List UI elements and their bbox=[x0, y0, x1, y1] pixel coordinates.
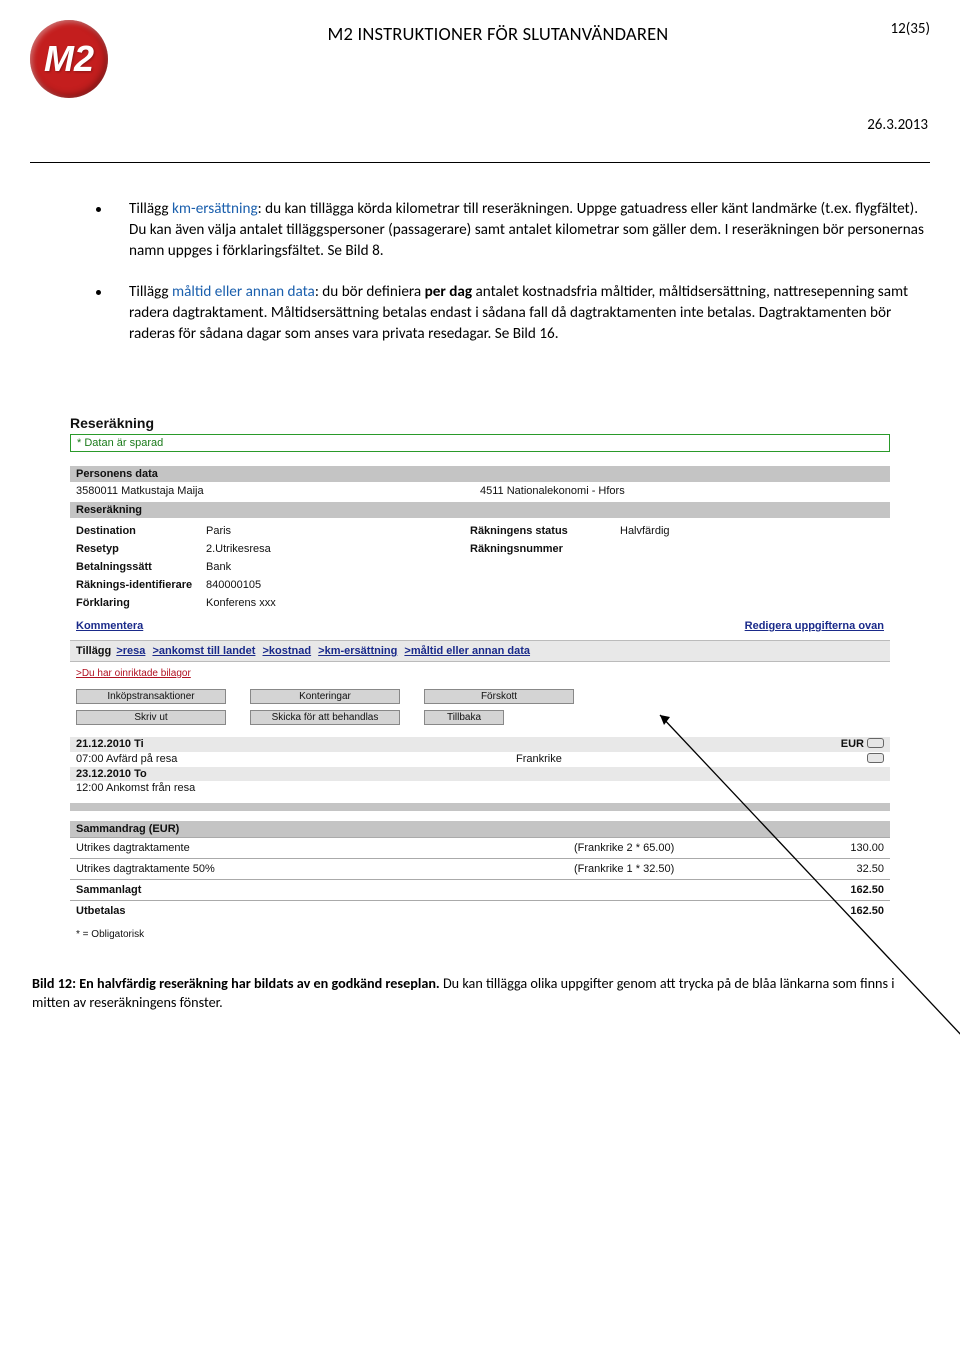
rakningsid-value: 840000105 bbox=[206, 579, 470, 591]
bullet-item: Tillägg km-ersättning: du kan tillägga k… bbox=[96, 199, 924, 262]
button-row-1: Inköpstransaktioner Konteringar Förskott bbox=[70, 687, 890, 706]
summary-label: Utrikes dagtraktamente 50% bbox=[76, 863, 574, 875]
summary-value: 162.50 bbox=[774, 884, 884, 896]
person-id: 3580011 Matkustaja Maija bbox=[76, 485, 480, 497]
tillbaka-button[interactable]: Tillbaka bbox=[424, 710, 504, 725]
summary-calc: (Frankrike 2 * 65.00) bbox=[574, 842, 774, 854]
rakningsnummer-value bbox=[620, 543, 884, 555]
rakningsnummer-label: Räkningsnummer bbox=[470, 543, 620, 555]
tillagg-kostnad-link[interactable]: >kostnad bbox=[263, 645, 312, 657]
text-fragment: : du bör definiera bbox=[315, 283, 425, 301]
bullet-dot-icon bbox=[96, 290, 101, 295]
persons-header: Personens data bbox=[70, 466, 890, 482]
tillagg-resa-link[interactable]: >resa bbox=[116, 645, 145, 657]
destination-label: Destination bbox=[76, 525, 206, 537]
skriv-ut-button[interactable]: Skriv ut bbox=[76, 710, 226, 725]
betalningssatt-value: Bank bbox=[206, 561, 470, 573]
logo-text: M2 bbox=[44, 38, 94, 80]
text-fragment: Tillägg bbox=[129, 283, 172, 301]
resetyp-label: Resetyp bbox=[76, 543, 206, 555]
tillagg-row: Tillägg >resa >ankomst till landet >kost… bbox=[70, 640, 890, 662]
details-table: Destination Paris Räkningens status Halv… bbox=[70, 518, 890, 616]
page-number: 12(35) bbox=[870, 20, 930, 38]
saved-banner: * Datan är sparad bbox=[70, 434, 890, 452]
bullet-item: Tillägg måltid eller annan data: du bör … bbox=[96, 282, 924, 345]
text-fragment: Tillägg bbox=[129, 200, 172, 218]
header-divider bbox=[30, 162, 930, 163]
rakningsid-label: Räknings-identifierare bbox=[76, 579, 206, 591]
caption-bold: Bild 12: En halvfärdig reseräkning har b… bbox=[32, 974, 440, 992]
status-value: Halvfärdig bbox=[620, 525, 884, 537]
m2-logo: M2 bbox=[30, 20, 108, 98]
resetyp-value: 2.Utrikesresa bbox=[206, 543, 470, 555]
bold-text: per dag bbox=[425, 283, 472, 301]
tillagg-label: Tillägg bbox=[76, 645, 111, 657]
event-date: 23.12.2010 To bbox=[76, 768, 516, 780]
summary-row: Utrikes dagtraktamente(Frankrike 2 * 65.… bbox=[70, 837, 890, 858]
document-date: 26.3.2013 bbox=[30, 116, 928, 134]
forklaring-value: Konferens xxx bbox=[206, 597, 470, 609]
screenshot-title: Reseräkning bbox=[70, 415, 890, 431]
konteringar-button[interactable]: Konteringar bbox=[250, 689, 400, 704]
forklaring-label: Förklaring bbox=[76, 597, 206, 609]
status-label: Räkningens status bbox=[470, 525, 620, 537]
figure-caption: Bild 12: En halvfärdig reseräkning har b… bbox=[32, 974, 928, 1012]
redigera-link[interactable]: Redigera uppgifterna ovan bbox=[745, 620, 884, 632]
summary-calc bbox=[574, 884, 774, 896]
document-page: M2 M2 INSTRUKTIONER FÖR SLUTANVÄNDAREN 1… bbox=[0, 0, 960, 1042]
summary-label: Sammanlagt bbox=[76, 884, 574, 896]
summary-table: Utrikes dagtraktamente(Frankrike 2 * 65.… bbox=[70, 837, 890, 921]
tillagg-km-link[interactable]: >km-ersättning bbox=[318, 645, 397, 657]
summary-label: Utbetalas bbox=[76, 905, 574, 917]
summary-calc bbox=[574, 905, 774, 917]
forskott-button[interactable]: Förskott bbox=[424, 689, 574, 704]
event-text: 12:00 Ankomst från resa bbox=[76, 782, 516, 794]
tillagg-maltid-link[interactable]: >måltid eller annan data bbox=[404, 645, 530, 657]
destination-value: Paris bbox=[206, 525, 470, 537]
summary-label: Utrikes dagtraktamente bbox=[76, 842, 574, 854]
expand-icon[interactable] bbox=[867, 753, 884, 763]
tillagg-ankomst-link[interactable]: >ankomst till landet bbox=[152, 645, 255, 657]
expand-icon[interactable] bbox=[867, 738, 884, 748]
skicka-button[interactable]: Skicka för att behandlas bbox=[250, 710, 400, 725]
bullet-text: Tillägg måltid eller annan data: du bör … bbox=[129, 282, 924, 345]
link-row: Kommentera Redigera uppgifterna ovan bbox=[70, 616, 890, 636]
event-country: Frankrike bbox=[516, 753, 744, 766]
obligatorisk-note: * = Obligatorisk bbox=[70, 921, 890, 948]
events-block: 21.12.2010 Ti EUR 07:00 Avfärd på resa F… bbox=[70, 737, 890, 795]
gray-divider bbox=[70, 803, 890, 811]
person-dept: 4511 Nationalekonomi - Hfors bbox=[480, 485, 625, 497]
summary-header: Sammandrag (EUR) bbox=[70, 821, 890, 837]
oinriktade-bilagor-link[interactable]: >Du har oinriktade bilagor bbox=[70, 662, 197, 687]
kommentera-link[interactable]: Kommentera bbox=[76, 620, 143, 632]
km-ersattning-link: km-ersättning bbox=[172, 200, 258, 218]
document-header: M2 M2 INSTRUKTIONER FÖR SLUTANVÄNDAREN 1… bbox=[30, 20, 930, 98]
summary-value: 32.50 bbox=[774, 863, 884, 875]
event-text: 07:00 Avfärd på resa bbox=[76, 753, 516, 766]
summary-row: Utbetalas 162.50 bbox=[70, 900, 890, 921]
inkopstransaktioner-button[interactable]: Inköpstransaktioner bbox=[76, 689, 226, 704]
betalningssatt-label: Betalningssätt bbox=[76, 561, 206, 573]
person-row: 3580011 Matkustaja Maija 4511 Nationalek… bbox=[70, 482, 890, 500]
embedded-screenshot: Reseräkning * Datan är sparad Personens … bbox=[70, 415, 890, 948]
summary-value: 162.50 bbox=[774, 905, 884, 917]
summary-calc: (Frankrike 1 * 32.50) bbox=[574, 863, 774, 875]
button-row-2: Skriv ut Skicka för att behandlas Tillba… bbox=[70, 708, 890, 727]
summary-value: 130.00 bbox=[774, 842, 884, 854]
summary-row: Utrikes dagtraktamente 50%(Frankrike 1 *… bbox=[70, 858, 890, 879]
currency-label: EUR bbox=[744, 738, 864, 751]
summary-row: Sammanlagt 162.50 bbox=[70, 879, 890, 900]
event-date: 21.12.2010 Ti bbox=[76, 738, 516, 751]
reserakning-header: Reseräkning bbox=[70, 502, 890, 518]
body-content: Tillägg km-ersättning: du kan tillägga k… bbox=[30, 199, 930, 345]
bullet-text: Tillägg km-ersättning: du kan tillägga k… bbox=[129, 199, 924, 262]
bullet-dot-icon bbox=[96, 207, 101, 212]
document-title: M2 INSTRUKTIONER FÖR SLUTANVÄNDAREN bbox=[126, 22, 870, 45]
maltid-link: måltid eller annan data bbox=[172, 283, 315, 301]
